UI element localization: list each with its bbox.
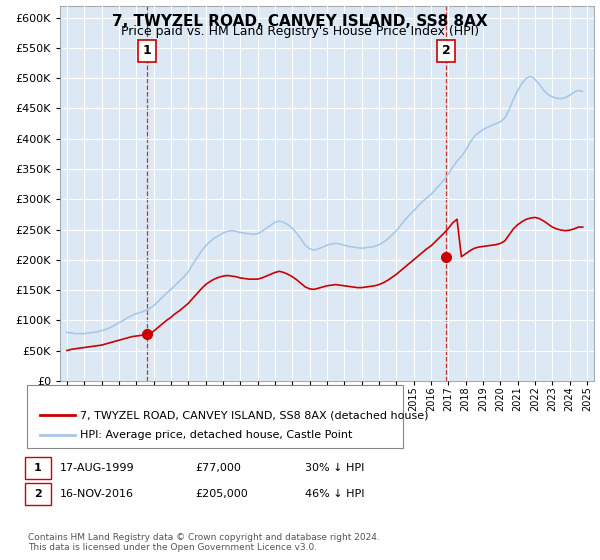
- Text: 7, TWYZEL ROAD, CANVEY ISLAND, SS8 8AX: 7, TWYZEL ROAD, CANVEY ISLAND, SS8 8AX: [112, 14, 488, 29]
- Text: 1: 1: [143, 44, 151, 58]
- Text: 17-AUG-1999: 17-AUG-1999: [60, 463, 134, 473]
- Text: 46% ↓ HPI: 46% ↓ HPI: [305, 489, 365, 499]
- Text: 30% ↓ HPI: 30% ↓ HPI: [305, 463, 364, 473]
- Text: £205,000: £205,000: [195, 489, 248, 499]
- Text: 7, TWYZEL ROAD, CANVEY ISLAND, SS8 8AX (detached house): 7, TWYZEL ROAD, CANVEY ISLAND, SS8 8AX (…: [80, 410, 428, 420]
- Text: 2: 2: [442, 44, 451, 58]
- Text: 1: 1: [34, 463, 42, 473]
- Text: Price paid vs. HM Land Registry's House Price Index (HPI): Price paid vs. HM Land Registry's House …: [121, 25, 479, 38]
- Text: £77,000: £77,000: [195, 463, 241, 473]
- Text: 2: 2: [34, 489, 42, 499]
- Text: 16-NOV-2016: 16-NOV-2016: [60, 489, 134, 499]
- Text: HPI: Average price, detached house, Castle Point: HPI: Average price, detached house, Cast…: [80, 430, 352, 440]
- Text: Contains HM Land Registry data © Crown copyright and database right 2024.
This d: Contains HM Land Registry data © Crown c…: [28, 533, 380, 552]
